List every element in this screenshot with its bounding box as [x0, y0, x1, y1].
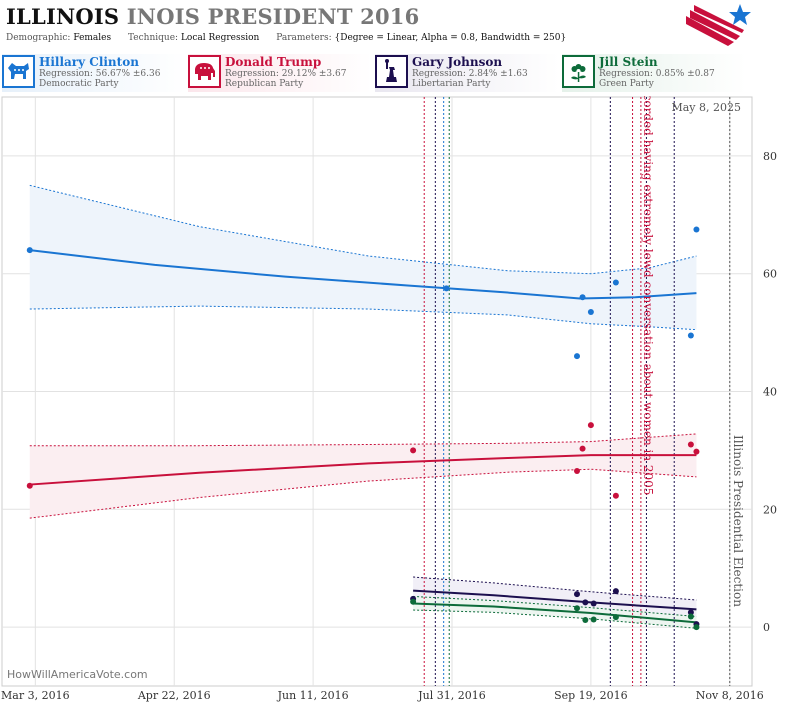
event-annotation: Illinois Presidential Election: [731, 435, 745, 607]
flower-icon: [562, 55, 595, 88]
y-tick-label: 60: [763, 268, 777, 281]
data-point[interactable]: [26, 247, 33, 254]
candidate-regression: Regression: 2.84% ±1.63: [412, 69, 528, 79]
data-point[interactable]: [590, 616, 597, 623]
y-tick-label: 0: [763, 621, 770, 634]
title-rest: INOIS PRESIDENT 2016: [126, 4, 420, 29]
title-state: ILLINOIS: [6, 4, 120, 29]
watermark: HowWillAmericaVote.com: [7, 668, 148, 681]
data-point[interactable]: [410, 598, 417, 605]
x-tick-label: Jul 31, 2016: [417, 689, 486, 702]
candidate-card-trump[interactable]: Donald Trump Regression: 29.12% ±3.67 Re…: [188, 54, 372, 92]
regression-line: [29, 249, 697, 300]
candidate-name: Jill Stein: [599, 55, 658, 69]
data-point[interactable]: [693, 226, 700, 233]
data-point[interactable]: [687, 441, 694, 448]
candidate-party: Democratic Party: [39, 79, 119, 89]
poll-chart: Mar 3, 2016 Apr 22, 2016 Jun 11, 2016 Jul 3…: [1, 96, 777, 702]
data-point[interactable]: [443, 285, 450, 292]
data-point[interactable]: [693, 624, 700, 631]
data-point[interactable]: [612, 614, 619, 621]
candidate-regression: Regression: 29.12% ±3.67: [225, 69, 347, 79]
page-title: ILLINOIS INOIS PRESIDENT 2016: [6, 4, 419, 29]
candidate-card-clinton[interactable]: Hillary Clinton Regression: 56.67% ±6.36…: [2, 54, 186, 92]
data-point[interactable]: [587, 422, 594, 429]
parameters-line: Demographic: Females Technique: Local Re…: [6, 33, 580, 43]
data-point[interactable]: [574, 591, 580, 598]
data-point[interactable]: [687, 332, 694, 339]
x-tick-label: Mar 3, 2016: [1, 689, 70, 702]
candidate-regression: Regression: 56.67% ±6.36: [39, 69, 161, 79]
confidence-band: [413, 577, 697, 621]
data-point[interactable]: [582, 617, 589, 624]
candidate-party: Republican Party: [225, 79, 304, 89]
candidate-legend: Hillary Clinton Regression: 56.67% ±6.36…: [0, 54, 789, 94]
site-logo-icon[interactable]: [684, 2, 754, 48]
data-point[interactable]: [579, 445, 586, 452]
band-lower-line: [29, 305, 697, 331]
y-tick-label: 80: [763, 150, 777, 163]
candidate-name: Gary Johnson: [412, 55, 503, 69]
regression-line: [413, 602, 697, 624]
x-tick-label: Nov 8, 2016: [696, 689, 764, 702]
data-point[interactable]: [26, 482, 33, 489]
x-tick-label: Apr 22, 2016: [137, 689, 211, 702]
candidate-party: Libertarian Party: [412, 79, 491, 89]
statue-of-liberty-icon: [375, 55, 408, 88]
candidate-regression: Regression: 0.85% ±0.87: [599, 69, 715, 79]
parameters-label: Parameters:: [276, 33, 332, 43]
technique-label: Technique:: [128, 33, 179, 43]
donkey-icon: [2, 55, 35, 88]
regression-line: [29, 454, 697, 486]
data-point[interactable]: [574, 353, 580, 360]
data-point[interactable]: [687, 613, 694, 620]
confidence-band: [413, 596, 697, 629]
data-point[interactable]: [582, 599, 589, 606]
data-point[interactable]: [574, 468, 580, 475]
candidate-card-stein[interactable]: Jill Stein Regression: 0.85% ±0.87 Green…: [562, 54, 746, 92]
data-point[interactable]: [587, 308, 594, 315]
y-tick-label: 40: [763, 386, 777, 399]
regression-line: [413, 589, 697, 611]
band-upper-line: [29, 433, 697, 447]
demographic-label: Demographic:: [6, 33, 71, 43]
demographic-value: Females: [73, 33, 112, 43]
candidate-card-johnson[interactable]: Gary Johnson Regression: 2.84% ±1.63 Lib…: [375, 54, 559, 92]
header: ILLINOIS INOIS PRESIDENT 2016 Demographi…: [0, 0, 789, 50]
data-point[interactable]: [579, 294, 586, 301]
candidate-name: Hillary Clinton: [39, 55, 139, 69]
data-point[interactable]: [612, 588, 619, 595]
band-upper-line: [29, 184, 697, 275]
data-point[interactable]: [612, 279, 619, 286]
candidate-party: Green Party: [599, 79, 654, 89]
band-lower-line: [29, 468, 697, 519]
data-point[interactable]: [590, 600, 597, 607]
y-tick-label: 20: [763, 503, 777, 516]
confidence-band: [29, 433, 697, 519]
date-label: May 8, 2025: [671, 101, 741, 114]
band-lower-line: [413, 609, 697, 629]
data-point[interactable]: [410, 447, 417, 454]
x-tick-label: Sep 19, 2016: [554, 689, 628, 702]
technique-value: Local Regression: [180, 33, 260, 43]
data-point[interactable]: [693, 448, 700, 455]
candidate-name: Donald Trump: [225, 55, 322, 69]
data-point[interactable]: [687, 609, 694, 616]
parameters-value: {Degree = Linear, Alpha = 0.8, Bandwidth…: [334, 33, 567, 43]
data-point[interactable]: [574, 605, 580, 612]
band-upper-line: [413, 576, 697, 601]
elephant-icon: [188, 55, 221, 88]
band-upper-line: [413, 595, 697, 617]
data-point[interactable]: [612, 492, 619, 499]
event-annotation: Trump recorded having extremely lewd con…: [641, 96, 655, 495]
x-tick-label: Jun 11, 2016: [277, 689, 349, 702]
